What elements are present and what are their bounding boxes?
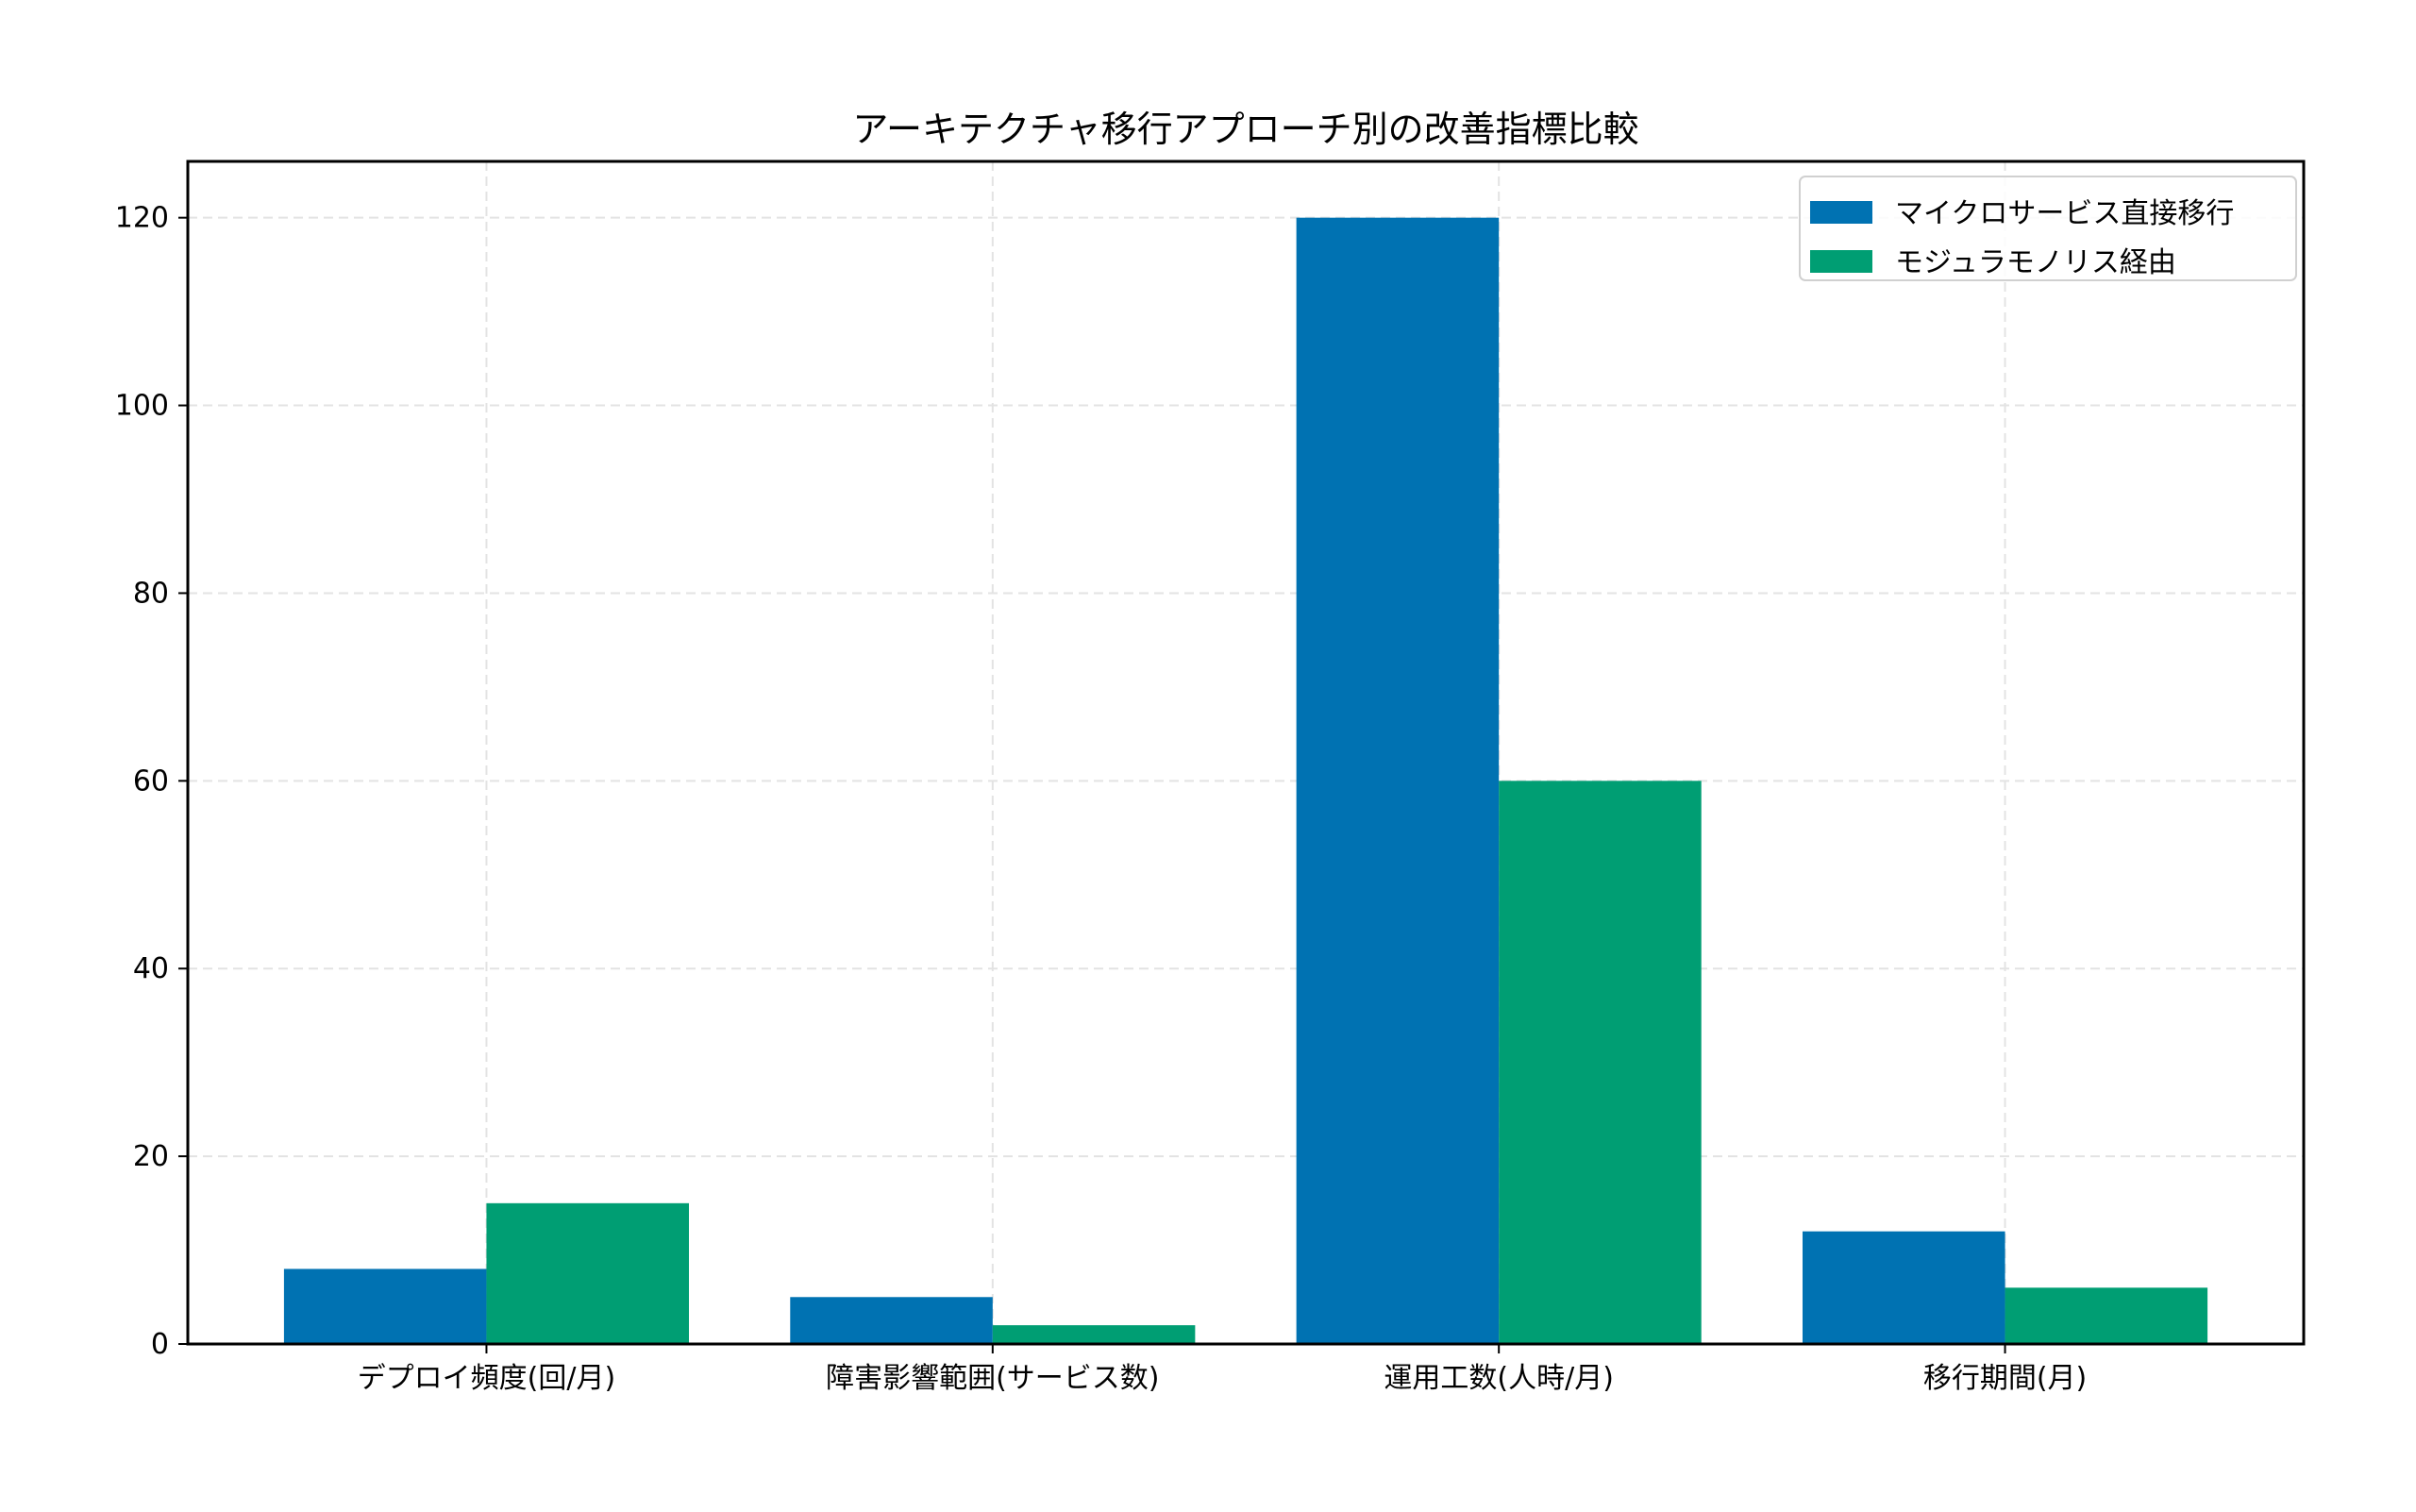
y-tick-label: 100 <box>115 390 169 423</box>
axes-frame <box>186 160 2306 1346</box>
legend-box <box>1799 176 2297 281</box>
bar <box>790 1297 993 1344</box>
x-tick-label: 運用工数(人時/月) <box>1384 1362 1614 1395</box>
legend-label: マイクロサービス直接移行 <box>1895 197 2234 230</box>
legend-swatch <box>1810 250 1872 273</box>
bar <box>283 1268 487 1344</box>
bar <box>1499 781 1702 1344</box>
y-tick-label: 0 <box>151 1328 169 1361</box>
y-tick-label: 20 <box>133 1140 169 1173</box>
chart-title: アーキテクチャ移行アプローチ別の改善指標比較 <box>852 109 1638 150</box>
y-tick-label: 80 <box>133 577 169 610</box>
legend-swatch <box>1810 201 1872 224</box>
x-tick-label: 移行期間(月) <box>1923 1362 2087 1395</box>
bar <box>1803 1231 2005 1344</box>
bars <box>283 217 2208 1345</box>
bar <box>486 1202 689 1344</box>
y-tick-label: 40 <box>133 952 169 985</box>
bar <box>2005 1287 2208 1344</box>
bar <box>992 1325 1196 1344</box>
x-axis-ticks: デプロイ頻度(回/月) 障害影響範囲(サービス数) 運用工数(人時/月) 移行期間(月… <box>358 1344 2087 1395</box>
x-tick-label: 障害影響範囲(サービス数) <box>826 1362 1159 1395</box>
y-tick-label: 60 <box>133 764 169 798</box>
x-tick-label: デプロイ頻度(回/月) <box>358 1362 616 1395</box>
y-tick-label: 120 <box>115 202 169 235</box>
bar <box>1296 217 1500 1345</box>
y-axis-ticks: 0 20 40 60 80 100 120 <box>115 202 188 1361</box>
legend-label: モジュラモノリス経由 <box>1895 246 2176 279</box>
